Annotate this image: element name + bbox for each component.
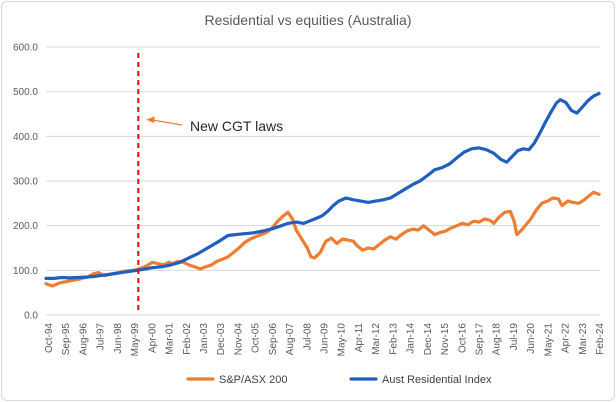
x-tick-label: Mar-23 [578,323,589,355]
annotation-group: New CGT laws [137,53,283,310]
legend-label-residential: Aust Residential Index [382,374,492,386]
x-tick-label: Aug-18 [492,323,503,356]
x-tick-label: Apr-00 [147,323,158,353]
y-tick-label: 100.0 [13,266,38,277]
series-line-residential [44,91,601,280]
y-tick-label: 400.0 [13,132,38,143]
y-tick-label: 500.0 [13,87,38,98]
x-tick-label: Sep-17 [474,323,485,356]
legend: S&P/ASX 200 Aust Residential Index [186,374,492,386]
x-tick-label: Feb-24 [595,323,606,355]
series-line-asx200 [44,190,601,288]
x-tick-label: Dec-03 [216,323,227,356]
x-tick-label: Jan-14 [406,323,417,354]
x-tick-label: Oct-94 [44,323,55,353]
x-tick-label: Jan-03 [199,323,210,354]
x-axis: Oct-94 Sep-95 Aug-96 Jul-97 Jun-98 May-99 Apr-… [44,323,606,357]
x-tick-label: May-99 [130,323,141,357]
x-tick-label: Jun-98 [113,323,124,354]
y-tick-label: 0.0 [24,311,38,322]
x-tick-label: Jun-09 [320,323,331,354]
x-tick-label: May-21 [543,323,554,357]
x-tick-label: Jul-08 [302,323,313,351]
x-tick-label: Feb-13 [388,323,399,355]
x-tick-label: Apr-11 [354,323,365,353]
annotation-arrow [152,119,183,126]
x-tick-label: Feb-02 [182,323,193,355]
annotation-arrowhead [146,116,155,124]
x-tick-label: Sep-06 [268,323,279,356]
x-tick-label: Oct-16 [457,323,468,353]
x-tick-label: Nov-15 [440,323,451,356]
x-tick-label: Jul-97 [96,323,107,351]
x-tick-label: Dec-14 [423,323,434,356]
y-tick-label: 300.0 [13,177,38,188]
series-group [44,91,601,288]
x-tick-label: Jul-19 [509,323,520,351]
x-tick-label: Mar-12 [371,323,382,355]
x-tick-label: Apr-22 [561,323,572,353]
annotation-label: New CGT laws [190,118,283,134]
y-axis: 0.0 100.0 200.0 300.0 400.0 500.0 600.0 [13,43,38,322]
gridlines [46,46,600,316]
y-tick-label: 200.0 [13,221,38,232]
x-tick-label: Oct-05 [251,323,262,353]
x-tick-label: Nov-04 [233,323,244,356]
x-tick-label: May-10 [337,323,348,357]
x-tick-label: Sep-95 [61,323,72,356]
x-tick-label: Aug-07 [285,323,296,356]
chart-title: Residential vs equities (Australia) [205,12,412,28]
x-tick-label: Aug-96 [78,323,89,356]
x-tick-label: Jun-20 [526,323,537,354]
y-tick-label: 600.0 [13,43,38,54]
x-tick-label: Mar-01 [165,323,176,355]
legend-label-asx200: S&P/ASX 200 [219,374,288,386]
